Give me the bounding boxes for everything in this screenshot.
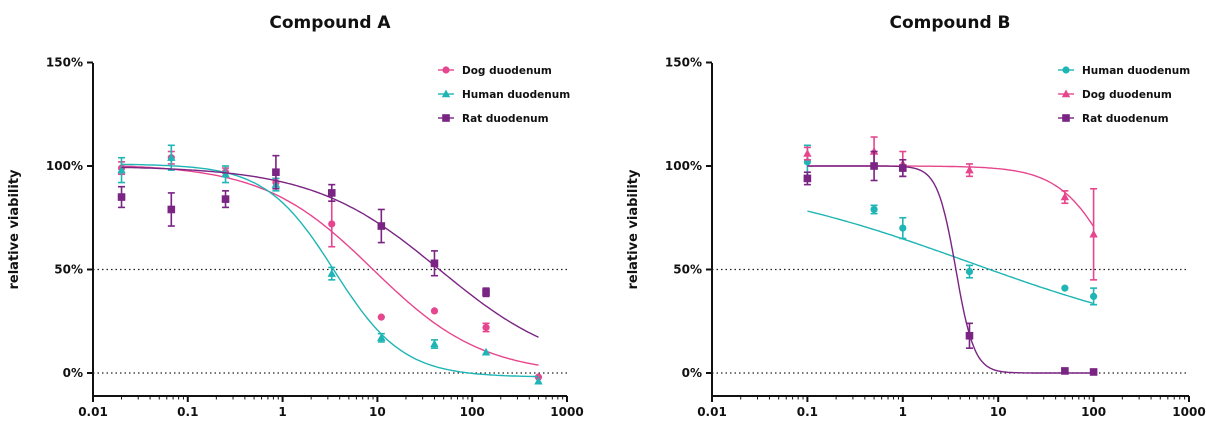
legend-marker (1062, 114, 1070, 122)
x-tick-label: 100 (460, 405, 485, 419)
data-point (377, 313, 385, 321)
data-point (167, 153, 176, 161)
data-point (430, 307, 439, 315)
fit-curve (807, 165, 1094, 374)
fit-curve (121, 163, 539, 378)
data-point (1060, 192, 1070, 201)
data-point (377, 222, 386, 230)
legend-marker (1061, 89, 1071, 98)
fit-curve (807, 165, 1095, 227)
series-dog (803, 136, 1098, 281)
legend-marker (441, 89, 451, 98)
data-point (1090, 292, 1098, 301)
fit-curve (807, 210, 1094, 305)
x-tick-label: 0.1 (177, 405, 198, 419)
x-tick-label: 1 (278, 405, 286, 419)
data-point (965, 165, 974, 174)
data-point (899, 164, 907, 172)
data-point (1061, 367, 1069, 375)
chart-title: Compound A (269, 13, 391, 33)
data-point (117, 193, 126, 201)
data-point (534, 376, 543, 385)
data-point (482, 323, 490, 332)
fit-curve (121, 165, 539, 366)
legend-marker (442, 114, 450, 122)
chart-title: Compound B (890, 13, 1011, 33)
chart-panel-1: Compound A relative viability 0% 50% 100% 150… (7, 13, 584, 419)
series-rat (117, 154, 539, 338)
chart-panel-2: Compound B relative viability 0% 50% 100% 150… (626, 13, 1206, 419)
fit-curve (121, 166, 539, 338)
data-point (899, 224, 907, 232)
y-tick-label: 0% (682, 366, 702, 380)
series-human (803, 144, 1098, 306)
y-tick-label: 150% (46, 56, 83, 70)
data-point (1061, 284, 1069, 292)
data-point (803, 174, 812, 183)
legend-label: Dog duodenum (462, 65, 552, 77)
y-tick-label: 100% (665, 159, 702, 173)
legend-label: Human duodenum (462, 89, 570, 101)
data-point (430, 339, 439, 348)
legend-label: Rat duodenum (462, 113, 549, 125)
legend-label: Dog duodenum (1082, 89, 1172, 101)
data-point (221, 195, 230, 203)
data-point (965, 331, 974, 340)
data-point (328, 220, 336, 228)
y-axis-label: relative viability (626, 169, 641, 290)
legend-marker (1062, 66, 1070, 74)
data-point (1089, 368, 1098, 376)
data-point (430, 259, 439, 268)
data-point (272, 168, 280, 177)
x-tick-label: 10 (369, 405, 386, 419)
data-point (167, 205, 176, 214)
x-tick-label: 10 (990, 405, 1007, 419)
data-point (803, 149, 812, 157)
data-point (1089, 229, 1098, 238)
y-tick-label: 50% (54, 263, 83, 277)
x-tick-label: 0.01 (78, 405, 108, 419)
data-point (870, 205, 878, 214)
data-point (327, 269, 336, 277)
y-tick-label: 0% (63, 366, 83, 380)
y-tick-label: 50% (673, 263, 702, 277)
legend-marker (442, 66, 450, 74)
series-rat (803, 150, 1098, 376)
data-point (377, 333, 386, 342)
legend-label: Rat duodenum (1082, 113, 1169, 125)
x-tick-label: 1 (899, 405, 907, 419)
data-point (327, 189, 336, 197)
y-axis-label: relative viability (7, 169, 22, 290)
x-tick-label: 1000 (550, 405, 583, 419)
series-dog (117, 150, 543, 381)
data-point (482, 288, 490, 297)
data-point (965, 267, 974, 276)
y-tick-label: 100% (46, 159, 83, 173)
legend-label: Human duodenum (1082, 65, 1190, 77)
x-tick-label: 0.1 (797, 405, 818, 419)
data-point (870, 162, 878, 170)
x-tick-label: 100 (1081, 405, 1106, 419)
data-point (481, 347, 491, 356)
x-tick-label: 1000 (1172, 405, 1205, 419)
x-tick-label: 0.01 (697, 405, 727, 419)
y-tick-label: 150% (665, 56, 702, 70)
data-point (221, 169, 230, 178)
data-point (117, 165, 126, 174)
